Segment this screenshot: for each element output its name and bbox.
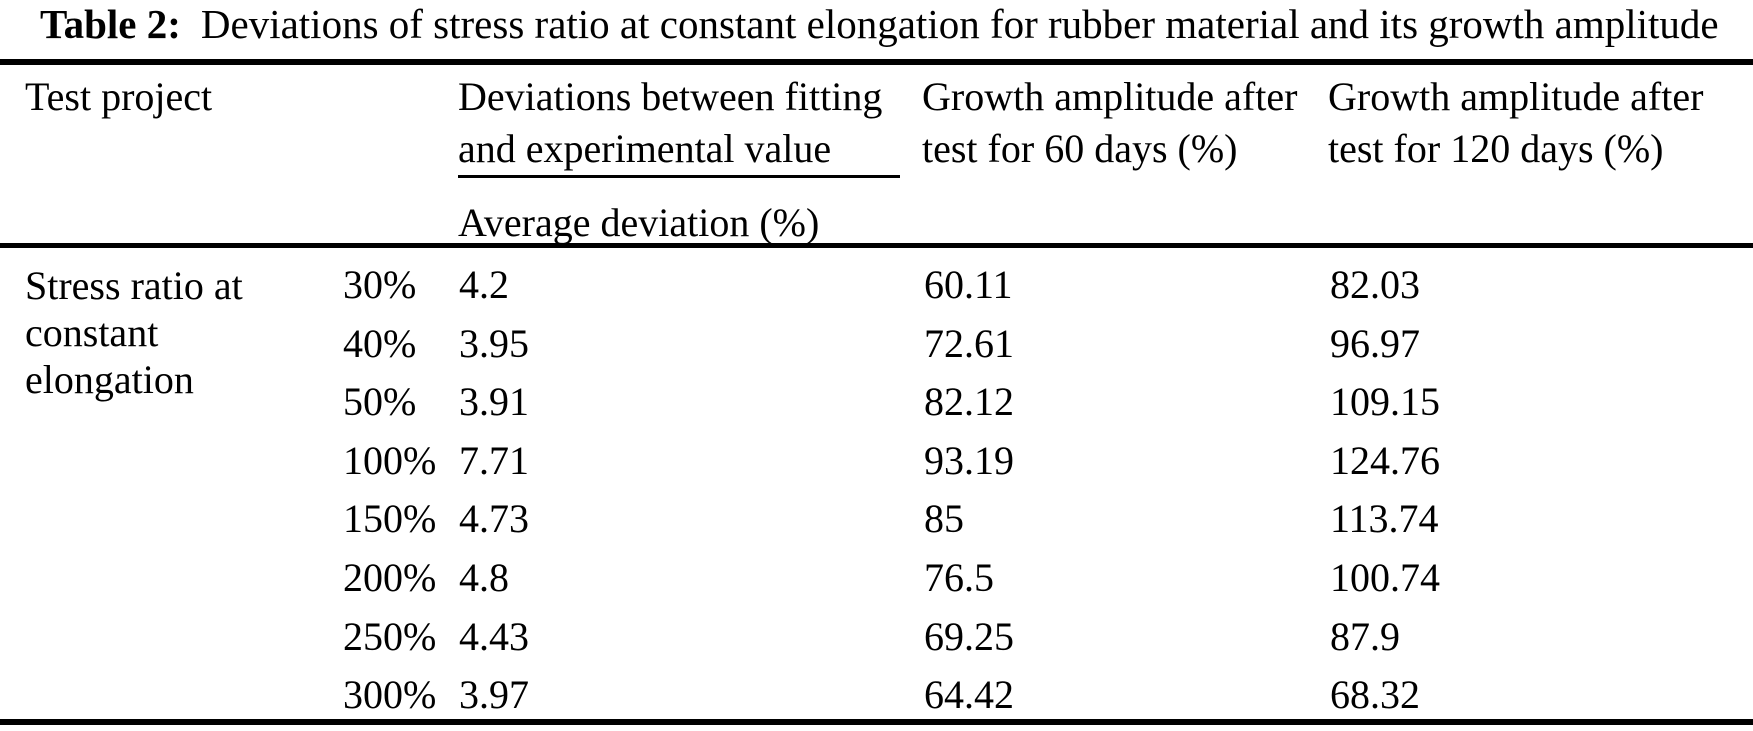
cell-elongation: 200% bbox=[343, 555, 437, 600]
row-group-label-line1: Stress ratio at bbox=[25, 263, 243, 308]
table-row: 30% 4.2 60.11 82.03 bbox=[0, 262, 1753, 308]
column-header-growth-120: Growth amplitude after test for 120 days… bbox=[1328, 71, 1703, 175]
cell-avg-deviation: 3.97 bbox=[459, 672, 529, 717]
table-row: 150% 4.73 85 113.74 bbox=[0, 496, 1753, 542]
cell-growth-120: 96.97 bbox=[1330, 321, 1420, 366]
table-row: 100% 7.71 93.19 124.76 bbox=[0, 438, 1753, 484]
row-group-label-line2: constant bbox=[25, 310, 159, 355]
cell-avg-deviation: 4.2 bbox=[459, 262, 509, 307]
column-header-deviations: Deviations between fitting and experimen… bbox=[458, 71, 882, 175]
cell-growth-60: 60.11 bbox=[924, 262, 1013, 307]
cell-avg-deviation: 3.95 bbox=[459, 321, 529, 366]
cell-elongation: 250% bbox=[343, 614, 437, 659]
table-row: 200% 4.8 76.5 100.74 bbox=[0, 555, 1753, 601]
bottom-rule bbox=[0, 719, 1753, 725]
cell-elongation: 150% bbox=[343, 496, 437, 541]
cell-growth-120: 87.9 bbox=[1330, 614, 1400, 659]
cell-avg-deviation: 7.71 bbox=[459, 438, 529, 483]
cell-elongation: 50% bbox=[343, 379, 417, 424]
cell-growth-120: 109.15 bbox=[1330, 379, 1440, 424]
cell-growth-120: 124.76 bbox=[1330, 438, 1440, 483]
cell-growth-120: 100.74 bbox=[1330, 555, 1440, 600]
cell-growth-60: 85 bbox=[924, 496, 964, 541]
column-header-growth-60: Growth amplitude after test for 60 days … bbox=[922, 71, 1297, 175]
top-rule bbox=[0, 59, 1753, 65]
column-header-deviations-line2: and experimental value bbox=[458, 126, 832, 171]
cell-growth-120: 68.32 bbox=[1330, 672, 1420, 717]
cell-elongation: 100% bbox=[343, 438, 437, 483]
column-header-growth-60-line2: test for 60 days (%) bbox=[922, 126, 1238, 171]
cell-growth-60: 76.5 bbox=[924, 555, 994, 600]
cell-growth-120: 82.03 bbox=[1330, 262, 1420, 307]
cell-elongation: 40% bbox=[343, 321, 417, 366]
table-caption-text: Deviations of stress ratio at constant e… bbox=[200, 1, 1719, 47]
table-row: 300% 3.97 64.42 68.32 bbox=[0, 672, 1753, 718]
cell-growth-60: 82.12 bbox=[924, 379, 1014, 424]
cell-growth-60: 93.19 bbox=[924, 438, 1014, 483]
cell-avg-deviation: 4.8 bbox=[459, 555, 509, 600]
column-header-deviations-line1: Deviations between fitting bbox=[458, 74, 883, 119]
sub-header-average-deviation: Average deviation (%) bbox=[458, 200, 820, 245]
table-caption-number: Table 2: bbox=[40, 1, 181, 47]
cell-growth-60: 72.61 bbox=[924, 321, 1014, 366]
table-caption: Table 2: Deviations of stress ratio at co… bbox=[40, 2, 1719, 46]
column-header-growth-120-line1: Growth amplitude after bbox=[1328, 74, 1704, 119]
cell-avg-deviation: 3.91 bbox=[459, 379, 529, 424]
deviations-spanner-rule bbox=[458, 175, 900, 178]
cell-avg-deviation: 4.43 bbox=[459, 614, 529, 659]
table-row: 50% 3.91 82.12 109.15 bbox=[0, 379, 1753, 425]
row-group-label: Stress ratio at constant elongation bbox=[25, 262, 243, 403]
table-row: 250% 4.43 69.25 87.9 bbox=[0, 614, 1753, 660]
column-header-test-project: Test project bbox=[25, 74, 213, 119]
header-rule bbox=[0, 243, 1753, 248]
table-row: 40% 3.95 72.61 96.97 bbox=[0, 321, 1753, 367]
column-header-growth-60-line1: Growth amplitude after bbox=[922, 74, 1298, 119]
cell-elongation: 300% bbox=[343, 672, 437, 717]
cell-elongation: 30% bbox=[343, 262, 417, 307]
cell-growth-60: 64.42 bbox=[924, 672, 1014, 717]
row-group-label-line3: elongation bbox=[25, 357, 194, 402]
cell-avg-deviation: 4.73 bbox=[459, 496, 529, 541]
cell-growth-120: 113.74 bbox=[1330, 496, 1439, 541]
column-header-growth-120-line2: test for 120 days (%) bbox=[1328, 126, 1664, 171]
cell-growth-60: 69.25 bbox=[924, 614, 1014, 659]
